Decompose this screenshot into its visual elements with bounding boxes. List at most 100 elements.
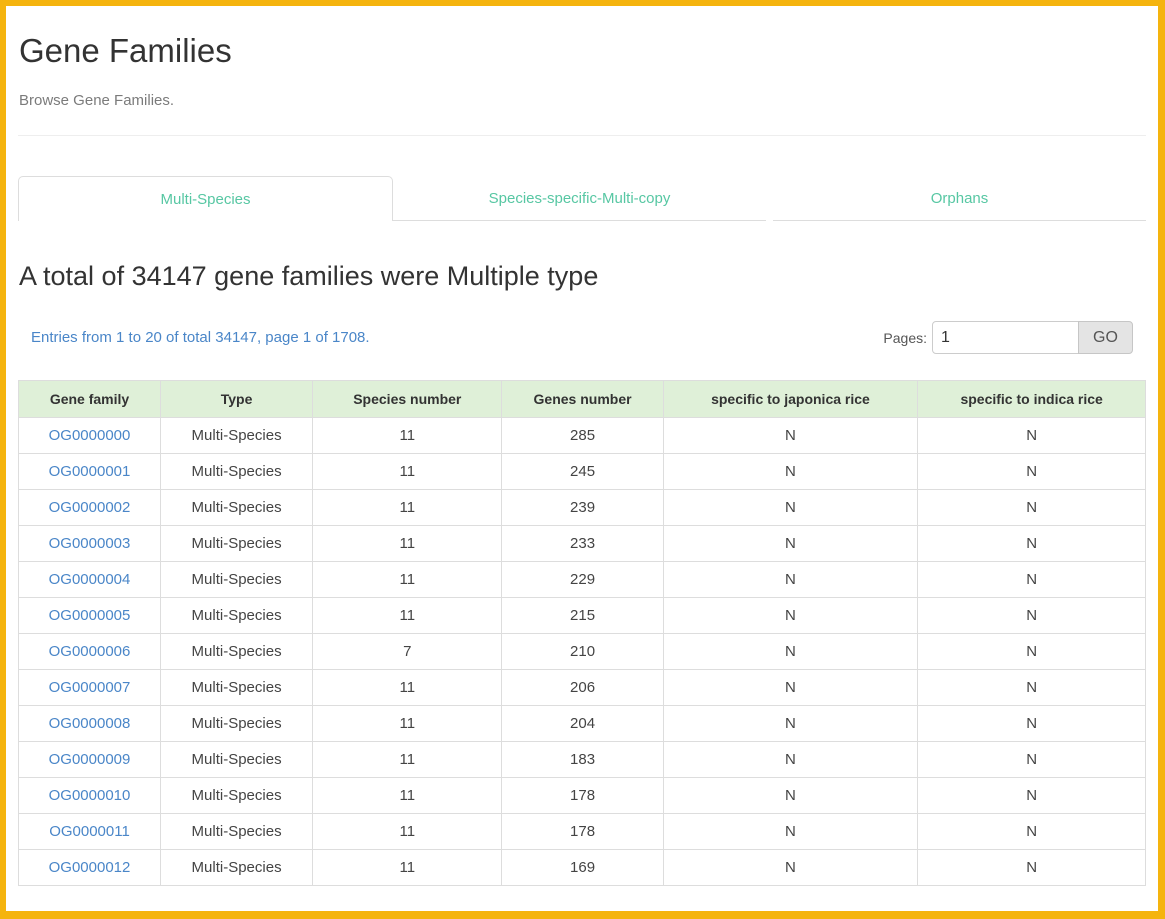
gene-family-link[interactable]: OG0000009: [48, 751, 131, 768]
type-cell: Multi-Species: [159, 741, 314, 778]
species-number-cell: 11: [312, 417, 503, 454]
table-row: OG0000011 Multi-Species 11 178 N N: [18, 813, 1146, 850]
gene-family-link[interactable]: OG0000001: [48, 463, 131, 480]
page-title: Gene Families: [19, 32, 232, 69]
indica-cell: N: [917, 705, 1146, 742]
entries-info: Entries from 1 to 20 of total 34147, pag…: [31, 329, 370, 346]
tab-multi-species[interactable]: Multi-Species: [18, 176, 393, 221]
indica-cell: N: [917, 849, 1146, 886]
japonica-cell: N: [662, 813, 919, 850]
table-header-row: Gene family Type Species number Genes nu…: [18, 380, 1146, 418]
japonica-cell: N: [662, 417, 919, 454]
indica-cell: N: [917, 489, 1146, 526]
table-row: OG0000005 Multi-Species 11 215 N N: [18, 597, 1146, 634]
table-row: OG0000006 Multi-Species 7 210 N N: [18, 633, 1146, 670]
gene-family-link[interactable]: OG0000012: [48, 859, 131, 876]
japonica-cell: N: [662, 525, 919, 562]
gene-family-link[interactable]: OG0000010: [48, 787, 131, 804]
summary-heading: A total of 34147 gene families were Mult…: [19, 261, 599, 291]
species-number-cell: 11: [312, 705, 503, 742]
gene-family-link[interactable]: OG0000000: [48, 427, 131, 444]
genes-number-cell: 178: [501, 813, 664, 850]
species-number-cell: 11: [312, 489, 503, 526]
type-cell: Multi-Species: [159, 633, 314, 670]
tab-bar: Multi-Species Species-specific-Multi-cop…: [18, 176, 1146, 221]
species-number-cell: 11: [312, 849, 503, 886]
page-subtitle: Browse Gene Families.: [19, 92, 175, 109]
tab-multi-species-label: Multi-Species: [160, 191, 251, 208]
type-cell: Multi-Species: [159, 561, 314, 598]
page-number-input[interactable]: [932, 321, 1079, 354]
gene-family-cell: OG0000009: [18, 741, 161, 778]
gene-family-cell: OG0000000: [18, 417, 161, 454]
gene-family-link[interactable]: OG0000006: [48, 643, 131, 660]
gene-family-cell: OG0000006: [18, 633, 161, 670]
gene-family-cell: OG0000002: [18, 489, 161, 526]
gene-family-link[interactable]: OG0000008: [48, 715, 131, 732]
table-row: OG0000002 Multi-Species 11 239 N N: [18, 489, 1146, 526]
tab-species-specific-multi-copy[interactable]: Species-specific-Multi-copy: [393, 176, 766, 221]
japonica-cell: N: [662, 561, 919, 598]
pagination-bar: Entries from 1 to 20 of total 34147, pag…: [18, 321, 1146, 354]
type-cell: Multi-Species: [159, 669, 314, 706]
gene-family-link[interactable]: OG0000011: [49, 823, 130, 840]
genes-number-cell: 183: [501, 741, 664, 778]
go-button[interactable]: GO: [1078, 321, 1133, 354]
gene-family-cell: OG0000011: [18, 813, 161, 850]
genes-number-cell: 215: [501, 597, 664, 634]
gene-family-link[interactable]: OG0000003: [48, 535, 131, 552]
gene-family-cell: OG0000007: [18, 669, 161, 706]
tab-orphans-label: Orphans: [930, 190, 989, 207]
gene-family-cell: OG0000005: [18, 597, 161, 634]
japonica-cell: N: [662, 489, 919, 526]
table-row: OG0000004 Multi-Species 11 229 N N: [18, 561, 1146, 598]
genes-number-cell: 178: [501, 777, 664, 814]
table-row: OG0000012 Multi-Species 11 169 N N: [18, 849, 1146, 886]
species-number-cell: 11: [312, 669, 503, 706]
genes-number-cell: 233: [501, 525, 664, 562]
indica-cell: N: [917, 633, 1146, 670]
indica-cell: N: [917, 741, 1146, 778]
gene-family-link[interactable]: OG0000002: [48, 499, 131, 516]
species-number-cell: 11: [312, 597, 503, 634]
tab-orphans[interactable]: Orphans: [773, 176, 1146, 221]
pages-label: Pages:: [883, 329, 927, 346]
japonica-cell: N: [662, 453, 919, 490]
species-number-cell: 7: [312, 633, 503, 670]
table-row: OG0000010 Multi-Species 11 178 N N: [18, 777, 1146, 814]
gene-family-link[interactable]: OG0000005: [48, 607, 131, 624]
gene-family-cell: OG0000003: [18, 525, 161, 562]
species-number-cell: 11: [312, 525, 503, 562]
genes-number-cell: 204: [501, 705, 664, 742]
japonica-cell: N: [662, 597, 919, 634]
species-number-cell: 11: [312, 741, 503, 778]
gene-family-cell: OG0000008: [18, 705, 161, 742]
indica-cell: N: [917, 417, 1146, 454]
table-row: OG0000001 Multi-Species 11 245 N N: [18, 453, 1146, 490]
type-cell: Multi-Species: [159, 453, 314, 490]
japonica-cell: N: [662, 705, 919, 742]
genes-number-cell: 239: [501, 489, 664, 526]
page-content: Gene Families Browse Gene Families. Mult…: [6, 32, 1158, 886]
genes-number-cell: 229: [501, 561, 664, 598]
japonica-cell: N: [662, 633, 919, 670]
japonica-cell: N: [662, 849, 919, 886]
table-row: OG0000003 Multi-Species 11 233 N N: [18, 525, 1146, 562]
column-header-gene-family: Gene family: [18, 380, 161, 418]
gene-family-cell: OG0000004: [18, 561, 161, 598]
type-cell: Multi-Species: [159, 597, 314, 634]
column-header-species-number: Species number: [312, 380, 503, 418]
gene-families-table: Gene family Type Species number Genes nu…: [18, 380, 1146, 886]
column-header-type: Type: [159, 380, 314, 418]
gene-family-cell: OG0000010: [18, 777, 161, 814]
page-jump-group: Pages: GO: [883, 321, 1133, 354]
species-number-cell: 11: [312, 561, 503, 598]
japonica-cell: N: [662, 777, 919, 814]
table-row: OG0000000 Multi-Species 11 285 N N: [18, 417, 1146, 454]
column-header-japonica: specific to japonica rice: [662, 380, 919, 418]
japonica-cell: N: [662, 741, 919, 778]
gene-family-link[interactable]: OG0000007: [48, 679, 131, 696]
table-row: OG0000009 Multi-Species 11 183 N N: [18, 741, 1146, 778]
gene-family-link[interactable]: OG0000004: [48, 571, 131, 588]
